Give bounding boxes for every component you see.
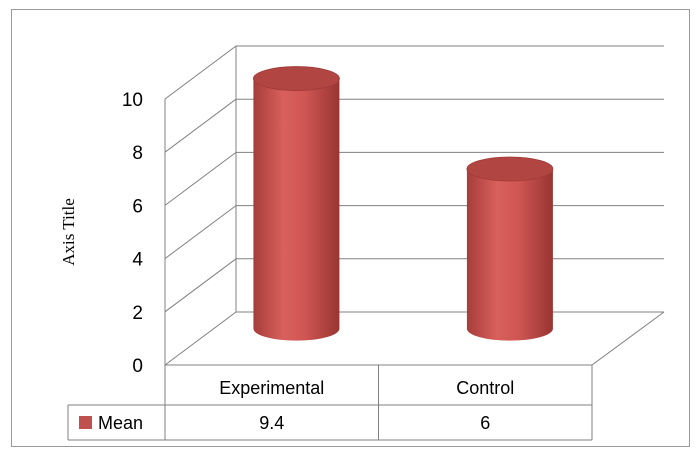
- bar-top: [253, 66, 340, 91]
- bars: [253, 66, 554, 341]
- bar-top: [466, 156, 554, 182]
- y-tick-label: 10: [122, 90, 143, 111]
- legend-label: Mean: [98, 413, 143, 433]
- side-gridline: [164, 151, 237, 206]
- x-category-label: Experimental: [219, 378, 324, 398]
- bar-cylinder: [253, 66, 340, 341]
- chart-frame: [11, 9, 690, 447]
- x-category-label: Control: [456, 378, 514, 398]
- y-axis-title: Axis Title: [59, 198, 78, 266]
- y-tick-labels: 0 2 4 6 8 10: [122, 90, 144, 377]
- y-tick-label: 4: [132, 250, 143, 271]
- side-gridline: [164, 45, 237, 100]
- table-value: 9.4: [259, 413, 284, 433]
- side-gridline: [164, 205, 237, 260]
- bar-cylinder: [466, 156, 554, 341]
- y-tick-label: 0: [132, 356, 143, 377]
- floor-edge: [165, 311, 665, 366]
- bar-body: [253, 78, 340, 341]
- bar-body: [466, 169, 553, 341]
- y-tick-label: 8: [132, 143, 143, 164]
- side-gridline: [164, 98, 237, 153]
- data-table: Experimental 9.4 Control 6 Mean: [67, 365, 593, 441]
- legend-swatch: [79, 416, 92, 429]
- y-tick-label: 6: [132, 196, 143, 217]
- y-tick-label: 2: [132, 303, 143, 324]
- side-gridline: [164, 311, 237, 366]
- side-gridline: [164, 258, 237, 313]
- gridlines: [164, 45, 664, 366]
- table-value: 6: [480, 413, 490, 433]
